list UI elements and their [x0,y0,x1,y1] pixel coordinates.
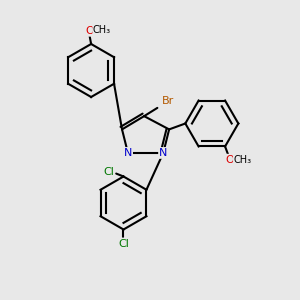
Text: CH₃: CH₃ [93,25,111,35]
Text: O: O [225,155,234,165]
Text: Cl: Cl [103,167,114,177]
Text: CH₃: CH₃ [233,155,251,165]
Text: O: O [85,26,94,36]
Text: N: N [124,148,132,158]
Text: Cl: Cl [118,238,129,249]
Text: N: N [159,148,167,158]
Text: Br: Br [161,96,174,106]
